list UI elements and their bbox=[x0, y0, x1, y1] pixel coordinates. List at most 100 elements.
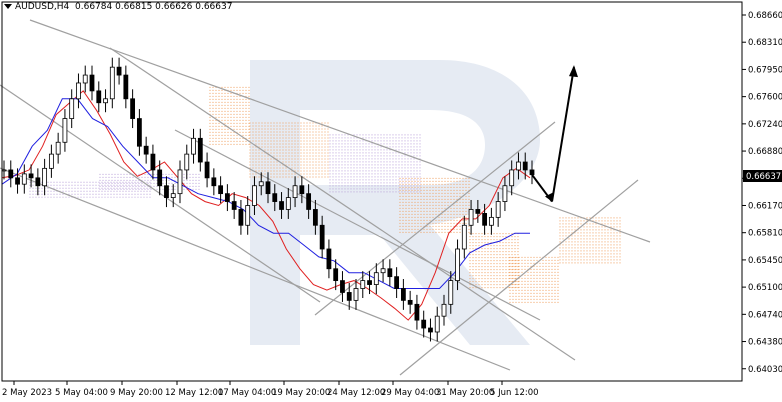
candle-body bbox=[299, 185, 305, 195]
price-axis: 0.68660 0.68310 0.67950 0.67600 0.67240 0.668… bbox=[1, 1, 782, 382]
candle-body bbox=[245, 205, 251, 226]
x-tick-label: 31 May 20:00 bbox=[436, 388, 494, 398]
y-tick-label: 0.68660 bbox=[748, 11, 782, 21]
symbol-label: AUDUSD,H4 bbox=[15, 2, 70, 12]
candle-body bbox=[455, 248, 460, 282]
candle-body bbox=[346, 292, 352, 301]
candle-body bbox=[360, 280, 366, 289]
trend-channels bbox=[0, 19, 651, 376]
candle-body bbox=[123, 74, 129, 100]
candle-body bbox=[495, 201, 501, 218]
candle-body bbox=[116, 66, 122, 76]
x-tick-label: 29 May 04:00 bbox=[381, 388, 439, 398]
candle-body bbox=[55, 141, 61, 155]
trend-line bbox=[399, 179, 639, 376]
candle-body bbox=[231, 201, 237, 210]
long-forecast-arrowhead bbox=[569, 65, 578, 78]
y-tick-label: 0.67950 bbox=[748, 65, 782, 75]
x-tick-label: 24 May 12:00 bbox=[327, 388, 385, 398]
candle-body bbox=[265, 181, 271, 195]
candle-body bbox=[428, 327, 433, 333]
candle-body bbox=[482, 213, 488, 226]
y-tick-label: 0.65100 bbox=[748, 283, 782, 293]
long-forecast-arrow bbox=[551, 67, 575, 202]
candle-body bbox=[258, 181, 264, 187]
candle-body bbox=[224, 193, 230, 202]
candle-body bbox=[143, 145, 149, 155]
candle-body bbox=[8, 169, 14, 179]
trend-line bbox=[109, 47, 576, 361]
candle-body bbox=[529, 169, 535, 176]
dropdown-triangle-icon[interactable] bbox=[4, 4, 12, 9]
watermark-r-shape bbox=[250, 60, 540, 345]
candle-body bbox=[164, 185, 169, 199]
short-forecast-arrowhead bbox=[545, 192, 553, 202]
candle-body bbox=[516, 161, 521, 171]
candle-body bbox=[252, 185, 257, 206]
candle-body bbox=[211, 177, 217, 187]
ichimoku-lines bbox=[1, 90, 531, 321]
trend-line bbox=[0, 167, 511, 371]
y-tick-label: 0.65810 bbox=[748, 229, 782, 239]
candle-body bbox=[394, 276, 400, 289]
candle-body bbox=[170, 193, 176, 199]
candle-body bbox=[441, 303, 447, 317]
candle-body bbox=[150, 153, 156, 171]
candle-body bbox=[177, 169, 183, 195]
candle-body bbox=[279, 201, 284, 210]
candle-body bbox=[353, 288, 359, 301]
ichimoku-cloud bbox=[29, 86, 621, 305]
time-axis: 2 May 2023 5 May 04:00 9 May 20:00 12 May 1… bbox=[2, 381, 539, 398]
candlestick-series bbox=[1, 57, 535, 342]
candle-body bbox=[461, 224, 467, 250]
y-tick-label: 0.67240 bbox=[748, 120, 782, 130]
x-tick-label: 5 Jun 12:00 bbox=[490, 388, 539, 398]
candle-body bbox=[69, 98, 75, 119]
candle-body bbox=[434, 315, 440, 333]
x-tick-label: 17 May 04:00 bbox=[218, 388, 276, 398]
candle-body bbox=[407, 299, 413, 305]
kijun-line bbox=[1, 98, 530, 289]
plot-frame bbox=[1, 1, 743, 382]
candle-body bbox=[157, 169, 163, 187]
candle-body bbox=[414, 303, 420, 321]
candle-body bbox=[373, 272, 379, 285]
tenkan-line bbox=[1, 90, 531, 321]
candle-body bbox=[218, 185, 224, 195]
candle-body bbox=[42, 167, 48, 187]
candle-body bbox=[367, 280, 372, 285]
y-tick-label: 0.67600 bbox=[748, 93, 782, 103]
candle-body bbox=[238, 209, 244, 226]
y-tick-label: 0.68310 bbox=[748, 38, 782, 48]
candle-body bbox=[28, 173, 34, 179]
candle-body bbox=[400, 288, 406, 301]
trend-line bbox=[314, 121, 556, 316]
candle-body bbox=[326, 248, 332, 270]
ohlc-values: 0.66784 0.66815 0.66626 0.66637 bbox=[75, 2, 233, 12]
y-tick-label: 0.66880 bbox=[748, 147, 782, 157]
candle-body bbox=[319, 224, 325, 250]
candle-body bbox=[292, 185, 298, 199]
trend-line bbox=[29, 19, 651, 243]
x-tick-label: 2 May 2023 bbox=[2, 388, 52, 398]
y-tick-label: 0.64740 bbox=[748, 310, 782, 320]
candle-body bbox=[48, 153, 54, 169]
current-price-box bbox=[743, 170, 782, 182]
x-tick-label: 9 May 20:00 bbox=[110, 388, 163, 398]
y-tick-label: 0.64380 bbox=[748, 338, 782, 348]
x-tick-label: 5 May 04:00 bbox=[55, 388, 108, 398]
trend-line bbox=[174, 129, 541, 321]
x-tick-label: 19 May 20:00 bbox=[272, 388, 330, 398]
candle-body bbox=[509, 169, 515, 187]
candle-body bbox=[340, 280, 345, 293]
candle-body bbox=[15, 177, 20, 185]
candle-body bbox=[448, 280, 454, 305]
candle-body bbox=[191, 137, 196, 155]
candle-body bbox=[89, 74, 95, 92]
candle-body bbox=[522, 161, 528, 171]
candle-body bbox=[35, 177, 41, 187]
candle-body bbox=[197, 137, 203, 163]
y-tick-label: 0.65450 bbox=[748, 256, 782, 266]
candle-body bbox=[76, 82, 81, 100]
